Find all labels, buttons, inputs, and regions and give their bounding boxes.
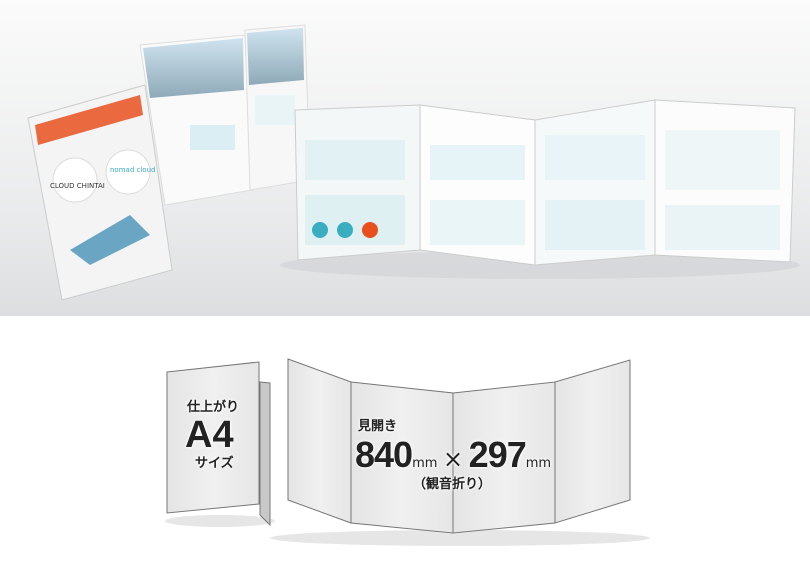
brochure-illustration: CLOUD CHINTAI nomad cloud — [27, 24, 800, 301]
width-unit: mm — [412, 456, 438, 471]
spread-dimensions: 840mm × 297mm — [355, 437, 551, 473]
a4-label-bottom: サイズ — [195, 456, 234, 471]
cloud-chintai-logo: CLOUD CHINTAI — [50, 182, 105, 190]
a4-folded-sheet — [166, 361, 271, 527]
fold-illustration — [165, 358, 650, 546]
height-value: 297 — [468, 434, 527, 475]
a4-label-top: 仕上がり — [187, 400, 240, 415]
height-unit: mm — [525, 456, 552, 471]
brochure-spread — [294, 99, 796, 266]
brochure-photo: CLOUD CHINTAI nomad cloud — [0, 0, 810, 316]
brochure-cover: CLOUD CHINTAI nomad cloud — [27, 84, 173, 301]
width-value: 840 — [355, 434, 413, 475]
size-diagram: 仕上がり A4 サイズ 見開き 840mm × 297mm （観音折り） — [0, 316, 810, 575]
spread-label: 見開き — [358, 419, 398, 434]
nomad-cloud-logo: nomad cloud — [110, 166, 155, 174]
fold-type: （観音折り） — [413, 477, 492, 492]
times-sign: × — [442, 445, 464, 473]
gatefold-sheet — [287, 358, 631, 534]
a4-size: A4 — [185, 414, 234, 456]
brochure-inner-pages — [139, 24, 311, 206]
